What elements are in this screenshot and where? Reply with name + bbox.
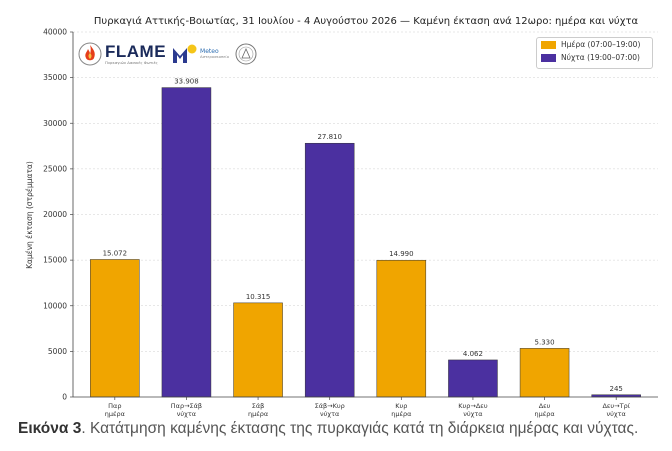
x-tick-label: ημέρα (391, 410, 411, 418)
legend-item-day: Ημέρα (07:00–19:00) (537, 38, 652, 51)
y-tick-label: 15000 (43, 256, 67, 265)
legend-label-night: Νύχτα (19:00–07:00) (561, 53, 640, 62)
bar-value-label: 15.072 (103, 249, 128, 257)
x-tick-label: νύχτα (607, 410, 626, 418)
meteo-icon (173, 44, 197, 63)
bar-night (304, 142, 355, 398)
legend-label-day: Ημέρα (07:00–19:00) (561, 40, 641, 49)
x-tick-label: νύχτα (463, 410, 482, 418)
y-tick-label: 5000 (48, 347, 67, 356)
legend-item-night: Νύχτα (19:00–07:00) (537, 51, 652, 64)
x-tick-label: ημέρα (534, 410, 554, 418)
observatory-seal-icon (235, 43, 257, 65)
y-tick-label: 0 (62, 393, 67, 402)
x-tick-label: Κυρ→Δευ (458, 402, 488, 410)
bar-night (448, 359, 498, 398)
y-tick-label: 10000 (43, 301, 67, 310)
bar-value-label: 14.990 (389, 250, 414, 258)
flame-logo: FLAME Πυρκαγιών Δασικές Φωτιές (78, 41, 166, 67)
bar-day (376, 259, 427, 398)
caption-text: . Κατάτμηση καμένης έκτασης της πυρκαγιά… (81, 420, 639, 437)
x-tick-label: Σάβ→Κυρ (315, 402, 345, 410)
x-tick-label: Σάβ (252, 402, 265, 410)
logos: FLAME Πυρκαγιών Δασικές Φωτιές Meteo Αστ… (78, 39, 257, 69)
chart-legend: Ημέρα (07:00–19:00) Νύχτα (19:00–07:00) (536, 37, 653, 69)
figure-caption: Εικόνα 3. Κατάτμηση καμένης έκτασης της … (18, 420, 638, 438)
x-tick-label: νύχτα (177, 410, 196, 418)
x-tick-label: νύχτα (320, 410, 339, 418)
flame-logo-subtext: Πυρκαγιών Δασικές Φωτιές (105, 60, 158, 66)
x-tick-label: Παρ (108, 402, 121, 410)
bar-day (519, 348, 570, 398)
x-tick-label: Κυρ (395, 402, 407, 410)
bar-day (233, 302, 283, 398)
x-tick-label: ημέρα (105, 410, 125, 418)
x-tick-label: Δευ (539, 402, 551, 410)
y-tick-label: 35000 (43, 73, 67, 82)
flame-icon (78, 42, 102, 66)
bar-day (90, 259, 140, 398)
y-tick-label: 30000 (43, 119, 67, 128)
x-tick-label: Δευ→Τρί (602, 402, 630, 410)
bar-value-label: 4.062 (463, 350, 483, 358)
meteo-logo-text: Meteo (200, 48, 219, 56)
bar-value-label: 33.908 (174, 78, 199, 86)
bar-night (161, 87, 212, 398)
meteo-logo-subtext: Αστεροσκοπείο (200, 54, 230, 60)
flame-logo-text: FLAME (105, 42, 167, 62)
caption-label: Εικόνα 3 (18, 420, 82, 437)
legend-swatch-night (541, 53, 556, 62)
y-tick-label: 20000 (43, 210, 67, 219)
y-tick-label: 40000 (43, 28, 67, 37)
x-tick-label: ημέρα (248, 410, 268, 418)
bar-value-label: 10.315 (246, 293, 271, 301)
y-axis-label: Καμένη έκταση (στρέμματα) (25, 161, 34, 269)
bar-value-label: 245 (610, 385, 623, 393)
legend-swatch-day (541, 40, 556, 49)
bar-value-label: 5.330 (535, 338, 555, 346)
x-tick-label: Παρ→Σάβ (171, 402, 202, 410)
chart-title: Πυρκαγιά Αττικής-Βοιωτίας, 31 Ιουλίου - … (94, 15, 639, 27)
meteo-logo: Meteo Αστεροσκοπείο (172, 44, 229, 64)
y-tick-label: 25000 (43, 164, 67, 173)
bar-value-label: 27.810 (317, 133, 342, 141)
